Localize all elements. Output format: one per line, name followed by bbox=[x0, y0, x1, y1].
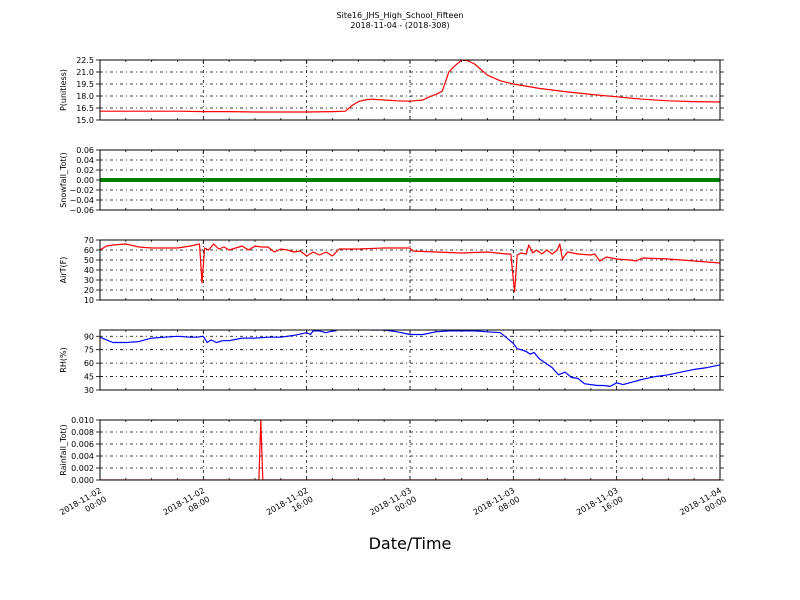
y-tick-label: 30 bbox=[84, 276, 94, 285]
y-tick-label: 0.006 bbox=[71, 440, 94, 449]
panel-frame bbox=[99, 149, 721, 211]
y-tick-label: 0.008 bbox=[71, 428, 94, 437]
y-tick-label: 0.00 bbox=[76, 176, 94, 185]
y-tick-label: 70 bbox=[84, 236, 94, 245]
y-tick-label: 0.000 bbox=[71, 476, 94, 485]
y-tick-label: 75 bbox=[84, 346, 94, 355]
series-line-3 bbox=[100, 330, 337, 344]
y-tick-label: 18.0 bbox=[76, 92, 94, 101]
series-line-0 bbox=[100, 60, 720, 113]
y-tick-label: 45 bbox=[84, 373, 94, 382]
y-tick-label: 10 bbox=[84, 296, 94, 305]
panel-frame bbox=[99, 419, 721, 481]
y-axis-label: P(unitless) bbox=[59, 69, 68, 111]
x-axis-label: Date/Time bbox=[368, 534, 452, 553]
y-axis-label: Snowfall_Tot() bbox=[59, 152, 68, 208]
y-tick-label: −0.04 bbox=[69, 196, 94, 205]
y-tick-label: 0.004 bbox=[71, 452, 94, 461]
y-tick-label: 50 bbox=[84, 256, 94, 265]
chart-title-line1: Site16_JHS_High_School_Fifteen bbox=[336, 11, 464, 20]
y-tick-label: 15.0 bbox=[76, 116, 94, 125]
y-tick-label: 0.06 bbox=[76, 146, 94, 155]
y-axis-label: RH(%) bbox=[59, 347, 68, 372]
y-tick-label: 19.5 bbox=[76, 80, 94, 89]
y-tick-label: 20 bbox=[84, 286, 94, 295]
chart-title-line2: 2018-11-04 - (2018-308) bbox=[350, 21, 450, 30]
panel-frame bbox=[99, 329, 721, 391]
y-tick-label: 0.002 bbox=[71, 464, 94, 473]
y-tick-label: 60 bbox=[84, 246, 94, 255]
y-tick-label: 0.010 bbox=[71, 416, 94, 425]
y-tick-label: 0.02 bbox=[76, 166, 94, 175]
y-tick-label: 16.5 bbox=[76, 104, 94, 113]
series-line-3-b bbox=[371, 330, 720, 387]
y-tick-label: 90 bbox=[84, 332, 94, 341]
y-tick-label: 0.04 bbox=[76, 156, 94, 165]
y-tick-label: 30 bbox=[84, 386, 94, 395]
y-tick-label: 21.0 bbox=[76, 68, 94, 77]
panel-frame bbox=[99, 59, 721, 121]
y-tick-label: 22.5 bbox=[76, 56, 94, 65]
y-tick-label: −0.02 bbox=[69, 186, 94, 195]
y-tick-label: 60 bbox=[84, 359, 94, 368]
y-axis-label: AirT(F) bbox=[59, 257, 68, 284]
panel-frame bbox=[99, 239, 721, 301]
y-tick-label: −0.06 bbox=[69, 206, 94, 215]
y-axis-label: Rainfall_Tot() bbox=[59, 424, 68, 476]
series-line-2 bbox=[100, 243, 720, 293]
y-tick-label: 40 bbox=[84, 266, 94, 275]
